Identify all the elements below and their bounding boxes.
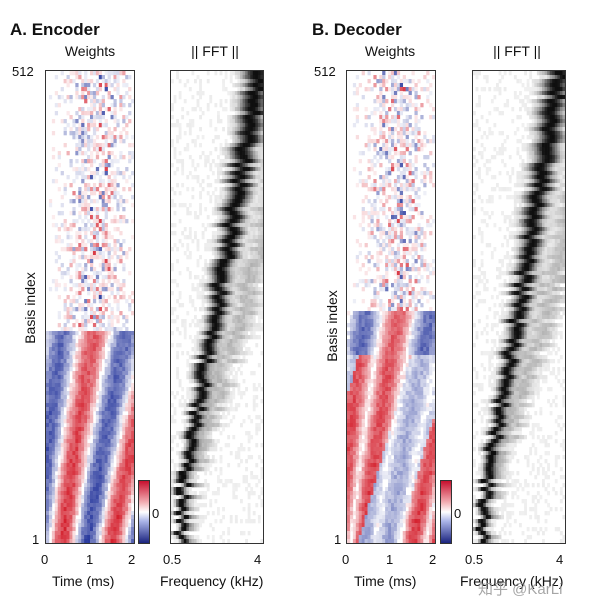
encoder-colorbar-zero-label: 0 <box>152 506 160 521</box>
decoder-time-tick-2: 2 <box>429 552 437 567</box>
decoder-y-tick-top: 512 <box>314 64 336 79</box>
encoder-weights-title: Weights <box>64 43 116 59</box>
decoder-time-axis-label: Time (ms) <box>354 573 417 589</box>
decoder-freq-axis-label: Frequency (kHz) <box>460 573 564 589</box>
decoder-colorbar-zero-label: 0 <box>454 506 462 521</box>
decoder-time-tick-1: 1 <box>386 552 394 567</box>
encoder-freq-tick-high: 4 <box>254 552 262 567</box>
decoder-colorbar <box>440 480 452 544</box>
decoder-freq-tick-high: 4 <box>556 552 564 567</box>
decoder-freq-tick-low: 0.5 <box>465 552 484 567</box>
encoder-y-tick-bottom: 1 <box>32 532 40 547</box>
watermark: 知乎 @KarLi <box>478 581 563 598</box>
encoder-time-tick-2: 2 <box>128 552 136 567</box>
encoder-time-tick-0: 0 <box>41 552 49 567</box>
encoder-fft-title: || FFT || <box>191 43 239 59</box>
encoder-panel-title: A. Encoder <box>10 20 100 39</box>
decoder-time-tick-0: 0 <box>342 552 350 567</box>
encoder-y-tick-top: 512 <box>12 64 34 79</box>
decoder-weights-title: Weights <box>364 43 416 59</box>
decoder-fft-heatmap <box>472 70 566 544</box>
encoder-weights-heatmap <box>45 70 135 544</box>
encoder-fft-heatmap <box>170 70 264 544</box>
encoder-y-axis-label: Basis index <box>22 272 38 344</box>
encoder-freq-axis-label: Frequency (kHz) <box>160 573 264 589</box>
decoder-fft-title: || FFT || <box>493 43 541 59</box>
encoder-freq-tick-low: 0.5 <box>163 552 182 567</box>
encoder-time-axis-label: Time (ms) <box>52 573 115 589</box>
decoder-weights-heatmap <box>346 70 436 544</box>
encoder-colorbar <box>138 480 150 544</box>
decoder-y-axis-label: Basis index <box>324 290 340 362</box>
encoder-time-tick-1: 1 <box>86 552 94 567</box>
decoder-panel-title: B. Decoder <box>312 20 402 39</box>
decoder-y-tick-bottom: 1 <box>334 532 342 547</box>
